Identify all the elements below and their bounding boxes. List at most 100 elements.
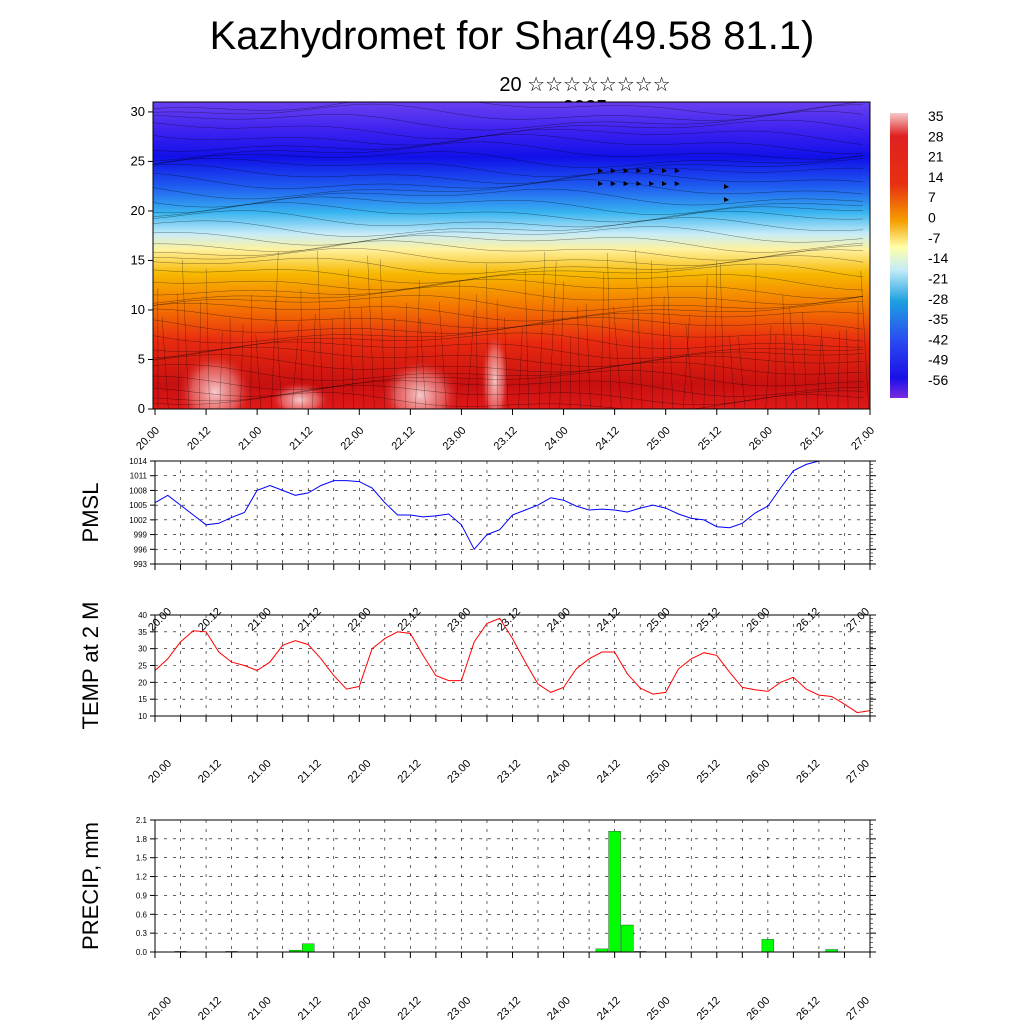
- y-tick-label: 40: [138, 611, 147, 620]
- time-tick-label: 23.12: [495, 995, 523, 1023]
- streamline: [738, 337, 746, 409]
- streamline: [312, 313, 316, 409]
- y-tick-label: 1008: [129, 486, 147, 495]
- time-tick-label: 20.00: [146, 995, 174, 1023]
- streamline: [438, 301, 447, 409]
- colorbar-label: -21: [928, 271, 948, 287]
- streamline: [577, 306, 581, 409]
- streamline: [153, 151, 864, 168]
- streamline: [153, 308, 864, 329]
- colorbar-label: 35: [928, 108, 944, 124]
- streamline: [153, 278, 864, 299]
- time-tick-label: 27.00: [849, 425, 877, 453]
- time-tick-label: 26.12: [794, 995, 822, 1023]
- colorbar-label: 21: [928, 149, 944, 165]
- streamline: [153, 164, 864, 184]
- time-tick-label: 20.12: [196, 606, 224, 634]
- streamline: [549, 261, 557, 409]
- streamline: [153, 323, 864, 344]
- precip-bar: [621, 924, 634, 953]
- wind-streamlines: [153, 102, 869, 409]
- series-line: [154, 617, 871, 714]
- time-tick-label: 27.00: [844, 758, 872, 786]
- panel-frame: [154, 460, 871, 565]
- streamline: [802, 312, 808, 409]
- streamline: [404, 302, 408, 409]
- chart-title: Kazhydromet for Shar(49.58 81.1): [209, 14, 815, 58]
- streamline: [347, 269, 354, 409]
- streamline: [415, 280, 420, 409]
- time-tick-label: 21.00: [236, 425, 264, 453]
- time-tick-label: 22.00: [338, 425, 366, 453]
- streamline: [504, 317, 509, 409]
- y-tick-label: 996: [134, 545, 148, 554]
- panel-pmsl: 993 996 999 1002 1005 1008 1011 1014 PMSL 20.00 20…: [78, 457, 876, 634]
- streamline: [666, 267, 674, 409]
- time-tick-label: 21.12: [296, 995, 324, 1023]
- time-tick-label: 22.00: [346, 995, 374, 1023]
- time-tick-label: 26.12: [794, 606, 822, 634]
- streamline: [782, 295, 787, 409]
- time-tick-label: 20.00: [134, 425, 162, 453]
- streamline: [569, 336, 572, 409]
- wind-barb-flag: [623, 181, 629, 186]
- streamline: [153, 274, 864, 291]
- time-tick-label: 25.00: [645, 425, 673, 453]
- time-tick-label: 26.12: [794, 758, 822, 786]
- streamline: [496, 299, 499, 409]
- colorbar-label: -49: [928, 352, 948, 368]
- warm-surface-maxima: [177, 330, 509, 409]
- time-tick-label: 20.12: [185, 425, 213, 453]
- streamline: [524, 269, 530, 409]
- streamline: [153, 346, 864, 367]
- streamline: [153, 385, 864, 405]
- time-tick-label: 24.12: [595, 606, 623, 634]
- precip-bar: [302, 943, 315, 953]
- streamline: [153, 263, 864, 284]
- streamline: [662, 296, 665, 409]
- section-y-tick-label: 20: [131, 203, 145, 218]
- time-tick-label: 24.00: [545, 758, 573, 786]
- time-tick-label: 25.12: [695, 758, 723, 786]
- wind-barb-flag: [623, 168, 629, 173]
- time-tick-label: 23.00: [445, 758, 473, 786]
- precip-bar: [761, 939, 775, 953]
- streamline: [300, 289, 303, 409]
- streamline: [153, 301, 864, 322]
- streamline: [153, 179, 864, 200]
- colorbar-ramp: [890, 113, 908, 398]
- streamline: [255, 334, 262, 409]
- wind-barb-flag: [649, 181, 655, 186]
- time-tick-label: 24.12: [595, 995, 623, 1023]
- time-tick-label: 23.00: [445, 995, 473, 1023]
- time-tick-label: 21.12: [287, 425, 315, 453]
- streamline: [343, 309, 345, 409]
- streamline: [631, 299, 634, 409]
- streamline: [837, 331, 841, 409]
- streamline: [394, 317, 396, 409]
- colorbar: 35 28 21 14 7 0 -7 -14 -21 -28 -35 -42 -49 -56: [890, 108, 948, 398]
- section-y-tick-label: 5: [138, 351, 145, 366]
- series-line: [154, 460, 870, 551]
- panel-y-label: PMSL: [78, 483, 103, 543]
- streamline: [153, 285, 864, 305]
- streamline: [198, 301, 201, 409]
- streamline: [317, 250, 324, 409]
- streamline: [486, 263, 488, 409]
- colorbar-label: 7: [928, 189, 936, 205]
- streamline: [419, 318, 427, 409]
- colorbar-label: 28: [928, 128, 944, 144]
- streamline: [153, 141, 864, 162]
- streamline: [177, 293, 179, 409]
- wind-barb-flag: [662, 181, 667, 186]
- time-tick-label: 20.00: [146, 758, 174, 786]
- y-tick-label: 0.6: [136, 910, 148, 919]
- y-tick-label: 20: [138, 678, 147, 687]
- streamline: [219, 332, 223, 409]
- temperature-field: [153, 102, 870, 409]
- time-tick-label: 25.00: [645, 758, 673, 786]
- streamline: [153, 102, 864, 116]
- panel-frame: [154, 614, 871, 717]
- streamline: [703, 276, 708, 409]
